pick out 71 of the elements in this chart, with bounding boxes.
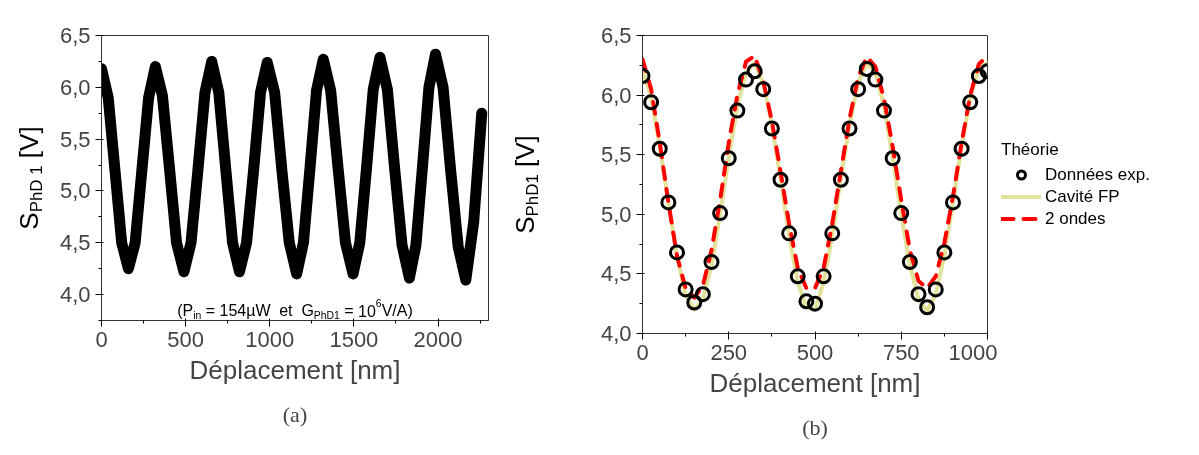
y-tick-label: 6,5 [600, 23, 632, 48]
y-tick-label: 5,5 [600, 142, 632, 168]
point [850, 81, 867, 98]
point [789, 268, 806, 285]
y-tick-label: 4,5 [600, 261, 632, 287]
point [884, 150, 901, 167]
point [962, 94, 979, 111]
point [694, 286, 711, 303]
y-tick-label: 5,0 [59, 178, 91, 204]
point [832, 171, 849, 188]
point [970, 68, 987, 85]
point [953, 140, 970, 157]
point [746, 63, 763, 80]
point [738, 71, 754, 88]
point [858, 60, 875, 77]
x-tick-label: 0 [95, 326, 108, 352]
point [643, 94, 660, 111]
y-axis-title: SPhD 1 [V] [13, 126, 47, 230]
point [876, 102, 892, 119]
point [772, 171, 789, 188]
point [936, 244, 953, 261]
point [807, 295, 823, 312]
y-tick-label: 6,0 [59, 74, 91, 100]
point [703, 253, 720, 270]
point [763, 120, 780, 137]
x-tick-label: 1000 [948, 339, 998, 365]
legend-label: 2 ondes [1045, 208, 1106, 229]
point [729, 102, 746, 119]
point [677, 281, 694, 298]
point [712, 205, 729, 222]
point [815, 268, 832, 285]
y-tick-label: 4,0 [59, 282, 91, 308]
y-tick-label: 5,5 [59, 126, 91, 152]
legend-title: Théorie [1001, 139, 1060, 160]
point [651, 140, 668, 157]
point [755, 81, 772, 98]
x-tick-label: 750 [882, 339, 920, 365]
point [824, 225, 841, 242]
x-axis-title: Déplacement [nm] [709, 367, 921, 398]
x-axis-title: Déplacement [nm] [189, 354, 401, 385]
point [867, 71, 884, 88]
point [798, 293, 815, 310]
point [893, 205, 910, 222]
legend-label: Cavité FP [1045, 186, 1120, 207]
x-tick-label: 250 [710, 339, 748, 365]
point [669, 244, 685, 261]
x-tick-label: 1500 [329, 326, 379, 352]
point [660, 194, 677, 211]
x-tick-label: 0 [636, 339, 649, 365]
point [720, 150, 737, 167]
y-tick-label: 4,0 [600, 321, 632, 346]
point [686, 294, 703, 311]
y-tick-label: 6,0 [600, 82, 632, 108]
y-tick-label: 4,5 [59, 230, 91, 256]
x-tick-label: 500 [796, 339, 834, 365]
point [927, 281, 944, 298]
x-tick-label: 1000 [245, 326, 295, 352]
x-tick-label: 2000 [413, 326, 463, 352]
y-tick-label: 5,0 [600, 201, 632, 227]
point [919, 299, 936, 316]
y-axis-title: SPhD1 [V] [509, 135, 542, 234]
x-tick-label: 500 [167, 326, 204, 352]
legend-label: Données exp. [1045, 164, 1150, 185]
point [901, 253, 918, 270]
point [781, 225, 798, 242]
point [841, 120, 858, 137]
text: (a) [282, 402, 308, 427]
point [945, 194, 961, 211]
point [910, 286, 927, 303]
y-tick-label: 6,5 [59, 23, 91, 48]
text: (b) [802, 415, 828, 440]
